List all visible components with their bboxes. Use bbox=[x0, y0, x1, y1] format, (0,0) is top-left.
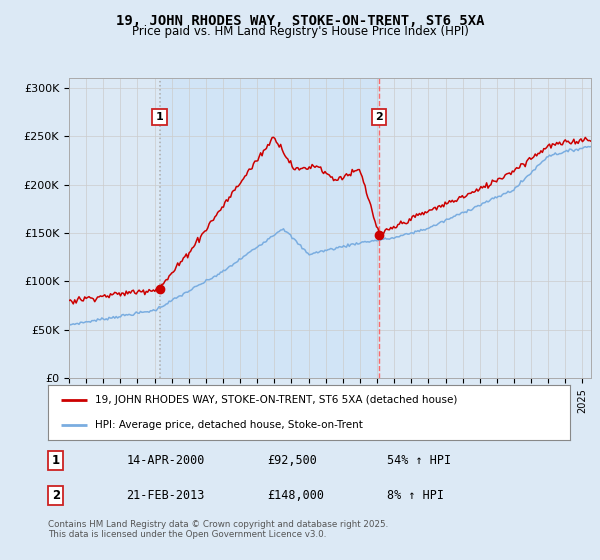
Text: 1: 1 bbox=[52, 454, 60, 467]
Text: 19, JOHN RHODES WAY, STOKE-ON-TRENT, ST6 5XA (detached house): 19, JOHN RHODES WAY, STOKE-ON-TRENT, ST6… bbox=[95, 395, 457, 404]
Text: 2: 2 bbox=[52, 489, 60, 502]
Text: 2: 2 bbox=[375, 112, 383, 122]
Text: £92,500: £92,500 bbox=[267, 454, 317, 467]
Text: £148,000: £148,000 bbox=[267, 489, 324, 502]
Text: 14-APR-2000: 14-APR-2000 bbox=[127, 454, 205, 467]
Bar bbox=[160, 78, 379, 378]
Text: 1: 1 bbox=[155, 112, 163, 122]
Text: HPI: Average price, detached house, Stoke-on-Trent: HPI: Average price, detached house, Stok… bbox=[95, 420, 363, 430]
Text: 21-FEB-2013: 21-FEB-2013 bbox=[127, 489, 205, 502]
Text: Contains HM Land Registry data © Crown copyright and database right 2025.
This d: Contains HM Land Registry data © Crown c… bbox=[48, 520, 388, 539]
Text: 8% ↑ HPI: 8% ↑ HPI bbox=[388, 489, 444, 502]
Text: 54% ↑ HPI: 54% ↑ HPI bbox=[388, 454, 451, 467]
Text: Price paid vs. HM Land Registry's House Price Index (HPI): Price paid vs. HM Land Registry's House … bbox=[131, 25, 469, 38]
Text: 19, JOHN RHODES WAY, STOKE-ON-TRENT, ST6 5XA: 19, JOHN RHODES WAY, STOKE-ON-TRENT, ST6… bbox=[116, 14, 484, 28]
